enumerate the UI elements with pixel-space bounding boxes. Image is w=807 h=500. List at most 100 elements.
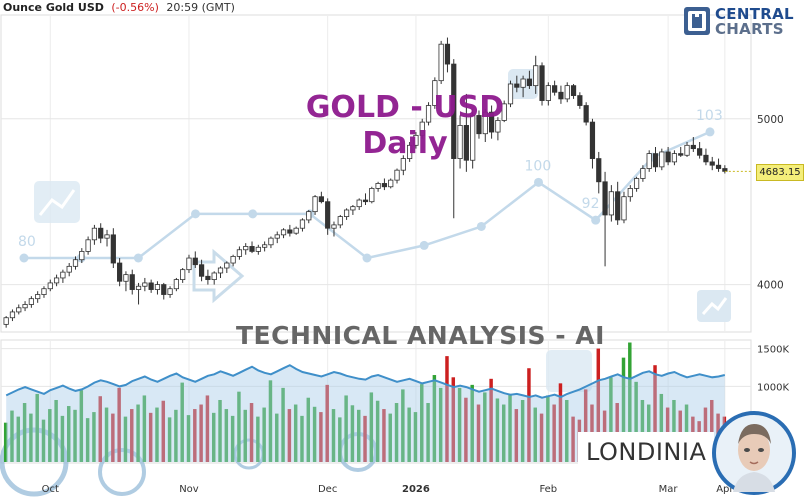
- volume-bar: [413, 412, 418, 462]
- volume-bar: [249, 403, 254, 462]
- candle-up: [350, 206, 356, 211]
- volume-bar: [199, 404, 203, 462]
- volume-bar: [161, 400, 166, 462]
- volume-bar: [268, 380, 273, 462]
- candle-down: [615, 191, 621, 221]
- arrow-circle-watermark-icon: [98, 448, 146, 496]
- candle-up: [41, 288, 47, 295]
- volume-bar: [79, 390, 84, 462]
- volume-bar: [306, 397, 311, 462]
- candle-up: [262, 244, 268, 248]
- sentiment-point: [591, 215, 601, 225]
- instrument-name: Ounce Gold USD: [3, 1, 104, 14]
- volume-bar: [167, 417, 172, 462]
- sentiment-point: [419, 240, 429, 250]
- volume-bar: [186, 415, 191, 462]
- candle-down: [117, 262, 123, 282]
- volume-bar: [73, 409, 77, 462]
- x-tick-label: Nov: [179, 484, 199, 495]
- candle-down: [129, 274, 135, 290]
- y-tick-label: 4000: [757, 280, 784, 292]
- volume-bar: [136, 404, 140, 462]
- volume-bar: [621, 357, 626, 462]
- volume-bar: [375, 400, 380, 462]
- candle-up: [104, 234, 110, 239]
- volume-bar: [123, 416, 128, 462]
- sentiment-point: [476, 221, 486, 231]
- volume-bar: [483, 392, 487, 462]
- chart-title-line1: GOLD - USD: [305, 90, 505, 125]
- candle-up: [312, 196, 318, 213]
- volume-tick-label: 1500K: [757, 345, 789, 356]
- volume-bar: [174, 409, 178, 462]
- volume-bar: [287, 409, 292, 462]
- candle-up: [627, 188, 633, 198]
- candle-down: [678, 153, 684, 156]
- candle-up: [520, 78, 526, 88]
- sentiment-label: 103: [696, 108, 723, 124]
- volume-bar: [356, 409, 361, 462]
- candle-up: [47, 282, 53, 290]
- volume-bar: [571, 416, 575, 462]
- candle-down: [451, 63, 457, 159]
- volume-bar: [325, 384, 329, 462]
- candle-up: [356, 199, 362, 208]
- volume-bar: [501, 404, 506, 462]
- play-watermark-icon: [0, 427, 69, 497]
- chart-title: GOLD - USD Daily: [290, 90, 520, 162]
- candle-down: [697, 148, 703, 156]
- candle-down: [583, 105, 589, 123]
- candle-up: [659, 151, 665, 168]
- candle-up: [142, 282, 148, 287]
- volume-bar: [262, 407, 266, 462]
- volume-bar: [420, 384, 424, 462]
- candle-up: [243, 246, 249, 251]
- candle-up: [236, 249, 243, 257]
- candle-up: [425, 105, 432, 123]
- candle-down: [325, 201, 331, 229]
- candle-up: [3, 317, 9, 325]
- candle-down: [198, 264, 205, 277]
- sentiment-label: 92: [582, 196, 600, 212]
- candle-up: [432, 80, 438, 106]
- volume-bar: [22, 403, 27, 462]
- candle-up: [60, 271, 66, 279]
- candle-down: [514, 83, 520, 88]
- centralcharts-logo[interactable]: CENTRAL CHARTS: [684, 5, 804, 38]
- volume-bar: [710, 399, 714, 462]
- volume-bar: [54, 399, 58, 462]
- volume-bar: [640, 399, 645, 462]
- candle-up: [306, 211, 312, 221]
- candle-down: [690, 144, 696, 150]
- candle-up: [268, 237, 274, 246]
- technical-analysis-watermark: TECHNICAL ANALYSIS - AI: [236, 321, 605, 350]
- candle-down: [577, 95, 583, 106]
- volume-bar: [111, 413, 115, 462]
- candle-up: [640, 168, 646, 179]
- logo-line2: CHARTS: [715, 20, 784, 38]
- candle-up: [299, 219, 306, 229]
- candle-down: [249, 246, 255, 252]
- volume-bar: [281, 387, 285, 462]
- candle-down: [192, 257, 198, 266]
- candle-up: [671, 153, 678, 163]
- candle-up: [608, 191, 614, 216]
- volume-bar: [300, 415, 304, 462]
- candle-down: [715, 164, 722, 169]
- sentiment-point: [133, 253, 143, 263]
- candle-down: [205, 275, 211, 281]
- candle-up: [388, 179, 394, 188]
- candle-up: [135, 285, 142, 290]
- volume-bar: [211, 412, 216, 462]
- candle-up: [9, 311, 16, 319]
- arrow-watermark-icon: [192, 248, 245, 304]
- volume-bar: [363, 415, 367, 462]
- x-tick-label: Oct: [42, 484, 59, 495]
- volume-bar: [628, 342, 632, 462]
- volume-bar: [205, 395, 210, 462]
- volume-bar: [470, 384, 474, 462]
- candle-up: [621, 196, 627, 221]
- candle-down: [570, 85, 577, 96]
- volume-bar: [634, 381, 638, 462]
